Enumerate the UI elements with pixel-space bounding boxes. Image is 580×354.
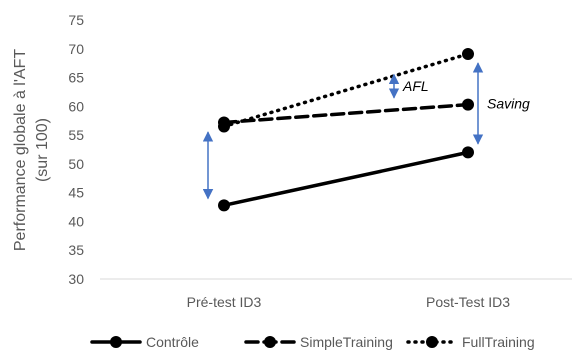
series-group <box>218 47 474 212</box>
legend-marker <box>264 336 276 348</box>
y-axis-label: Performance globale à l'AFT (sur 100) <box>12 49 51 251</box>
data-point <box>218 199 230 212</box>
y-tick-label: 65 <box>68 70 84 86</box>
y-tick-label: 75 <box>68 12 84 28</box>
y-tick-label: 55 <box>68 127 84 143</box>
annotation-label: Saving <box>487 95 530 111</box>
y-tick-label: 70 <box>68 41 84 57</box>
series-line <box>222 150 470 208</box>
y-tick-label: 35 <box>68 242 84 258</box>
x-tick-label: Post-Test ID3 <box>426 294 510 310</box>
y-axis-ticks: 30 35 40 45 50 55 60 65 70 75 <box>68 12 84 287</box>
data-point <box>462 47 474 60</box>
y-tick-label: 60 <box>68 98 84 114</box>
y-tick-label: 40 <box>68 213 84 229</box>
y-tick-label: 30 <box>68 271 84 287</box>
legend: Contrôle SimpleTraining FullTraining <box>90 334 535 350</box>
legend-label: SimpleTraining <box>300 334 393 350</box>
y-axis-label-line: Performance globale à l'AFT <box>12 49 29 251</box>
y-axis-label-line: (sur 100) <box>34 118 51 182</box>
data-point <box>462 146 474 159</box>
legend-marker <box>110 336 122 348</box>
series-line <box>222 52 470 129</box>
data-point <box>462 98 474 111</box>
data-point <box>218 120 230 133</box>
x-axis-ticks: Pré-test ID3 Post-Test ID3 <box>187 294 511 310</box>
y-tick-label: 45 <box>68 185 84 201</box>
y-tick-label: 50 <box>68 156 84 172</box>
series-line <box>222 102 470 125</box>
legend-marker <box>426 336 438 348</box>
annotation-label: AFL <box>402 78 429 94</box>
legend-label: FullTraining <box>462 334 535 350</box>
annotations: AFL Saving <box>202 62 530 200</box>
x-tick-label: Pré-test ID3 <box>187 294 262 310</box>
legend-label: Contrôle <box>146 334 199 350</box>
